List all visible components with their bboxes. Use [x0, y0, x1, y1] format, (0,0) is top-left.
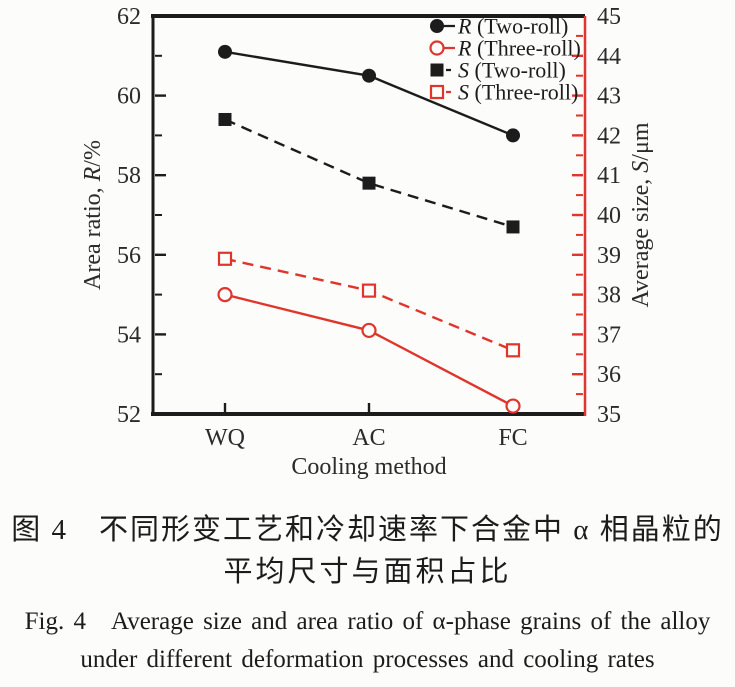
legend-item-2: R (Three-roll) [429, 36, 581, 61]
data-point-s-two-roll [362, 176, 376, 190]
legend-label: S (Two-roll) [458, 58, 566, 83]
x-axis-tick-label: AC [352, 425, 385, 451]
caption-cn-line1: 图 4 不同形变工艺和冷却速率下合金中 α 相晶粒的 [11, 514, 724, 546]
right-axis-tick-label: 42 [597, 123, 621, 149]
x-axis-tick-label: WQ [205, 425, 245, 451]
legend-marker [429, 40, 445, 56]
legend-item-3: S (Two-roll) [430, 58, 566, 83]
data-point-r-three-roll [505, 398, 521, 414]
right-axis-tick-label: 40 [597, 203, 621, 229]
legend-item-1: R (Two-roll) [430, 14, 568, 39]
caption-cn-line2: 平均尺寸与面积占比 [223, 556, 512, 588]
data-point-s-three-roll [217, 251, 233, 266]
right-axis-tick-label: 39 [597, 243, 621, 269]
right-axis-tick-label: 36 [597, 362, 621, 388]
data-point-r-two-roll [218, 44, 232, 59]
series-r-two-roll [218, 44, 520, 143]
series-r-three-roll [217, 287, 521, 414]
data-point-s-two-roll [506, 220, 520, 234]
legend-label: R (Two-roll) [457, 14, 568, 39]
legend-marker [430, 63, 444, 77]
legend-marker [429, 84, 445, 100]
data-point-s-three-roll [505, 343, 521, 358]
legend-label: S (Three-roll) [458, 80, 578, 105]
legend-marker [430, 19, 444, 33]
left-axis-tick-label: 60 [117, 84, 141, 110]
caption-en-line1: Fig. 4 Average size and area ratio of α-… [24, 608, 711, 635]
right-axis-tick-label: 44 [597, 44, 621, 70]
figure-caption: 图 4 不同形变工艺和冷却速率下合金中 α 相晶粒的 平均尺寸与面积占比 Fig… [0, 509, 735, 679]
x-axis-tick-label: FC [498, 425, 527, 451]
left-axis-tick-label: 62 [117, 4, 141, 30]
series-s-three-roll [217, 251, 521, 358]
left-axis-tick-label: 58 [117, 163, 141, 189]
legend-label: R (Three-roll) [457, 36, 581, 61]
left-axis-tick-label: 52 [117, 402, 141, 428]
right-axis-tick-label: 37 [597, 322, 621, 348]
data-point-r-three-roll [361, 322, 377, 339]
caption-en-line2: under different deformation processes an… [80, 646, 655, 673]
data-point-r-two-roll [362, 68, 376, 83]
left-axis-tick-label: 56 [117, 243, 141, 269]
data-point-r-two-roll [506, 128, 520, 143]
right-axis-title: Average size, S/μm [628, 122, 654, 307]
dual-axis-line-chart: 52 54 56 58 60 62 35 36 37 38 39 40 41 42 43 44 45 WQ AC FC… [80, 4, 654, 480]
left-axis-title: Area ratio, R/% [80, 140, 106, 290]
legend-item-4: S (Three-roll) [429, 80, 578, 105]
series-line-r-three-roll [224, 293, 514, 408]
right-axis-tick-label: 38 [597, 283, 621, 309]
series-s-two-roll [218, 112, 520, 234]
data-point-s-two-roll [218, 112, 232, 126]
data-point-s-three-roll [361, 283, 377, 298]
data-point-r-three-roll [217, 287, 233, 303]
series-line-s-two-roll [224, 118, 514, 229]
right-axis-tick-label: 35 [597, 402, 621, 428]
plot-area: 52 54 56 58 60 62 35 36 37 38 39 40 41 42 43 44 45 WQ AC FC… [80, 4, 654, 480]
legend: R (Two-roll)R (Three-roll)S (Two-roll)S … [429, 14, 581, 105]
right-axis-tick-label: 45 [597, 4, 621, 30]
x-axis-title: Cooling method [291, 454, 446, 480]
right-axis-tick-label: 41 [597, 163, 621, 189]
right-axis-tick-label: 43 [597, 84, 621, 110]
left-axis-tick-label: 54 [117, 322, 141, 348]
